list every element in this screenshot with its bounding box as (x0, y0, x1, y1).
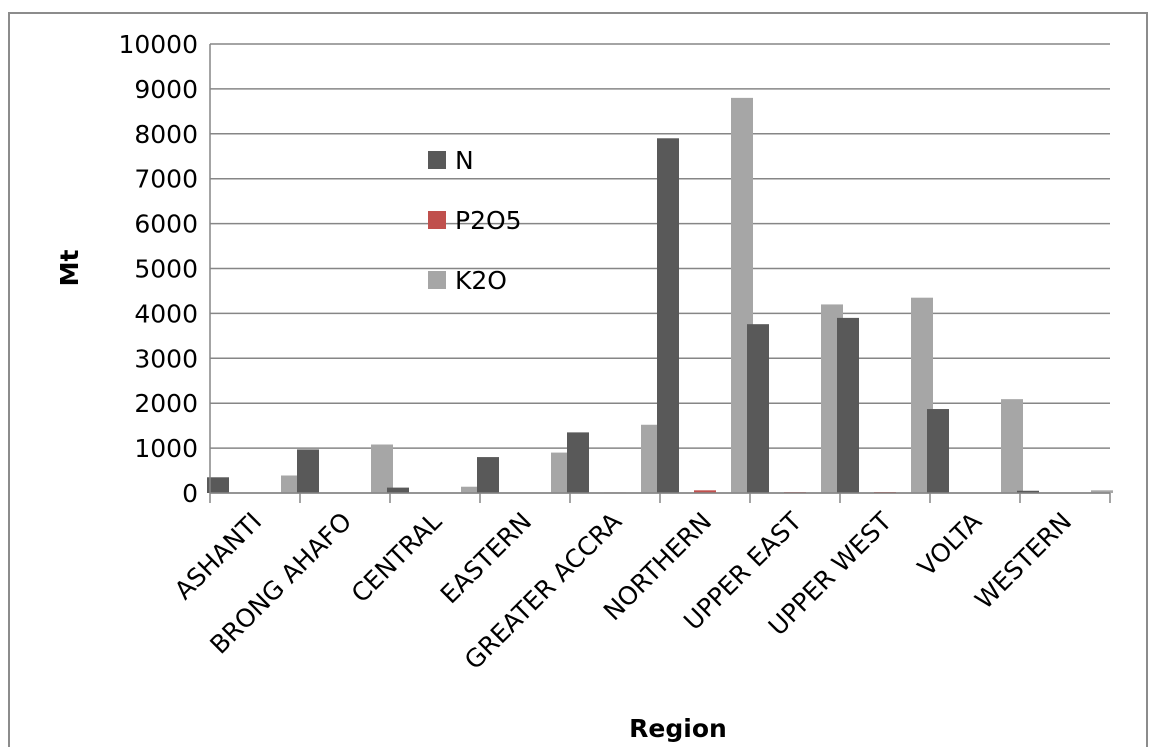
y-tick-label: 3000 (134, 344, 198, 373)
x-tick-label: VOLTA (912, 507, 987, 582)
y-tick-label: 10000 (118, 30, 198, 59)
y-tick-label: 2000 (134, 389, 198, 418)
bar-n-greater-accra (567, 432, 589, 493)
legend: N P2O5 K2O (428, 146, 522, 295)
x-tick-label: WESTERN (969, 507, 1077, 615)
y-tick-label: 4000 (134, 299, 198, 328)
bar-n-eastern (477, 457, 499, 493)
bar-n-ashanti (207, 477, 229, 493)
chart-frame (8, 12, 1148, 747)
legend-swatch-p2o5 (428, 211, 446, 229)
y-tick-label: 5000 (134, 255, 198, 284)
y-tick-label: 8000 (134, 120, 198, 149)
legend-label: N (455, 146, 474, 175)
y-tick-label: 7000 (134, 165, 198, 194)
bar-n-northern (657, 138, 679, 494)
y-tick-label: 9000 (134, 75, 198, 104)
bar-n-central (387, 487, 409, 493)
bar-n-western (1017, 490, 1039, 493)
y-tick-label: 6000 (134, 210, 198, 239)
bar-k2o-brong-ahafo (371, 444, 393, 493)
bar-k2o-central (461, 486, 483, 493)
axes (209, 44, 1111, 503)
x-tick-label: GREATER ACCRA (459, 507, 627, 675)
y-tick-labels: 0 1000 2000 3000 4000 5000 6000 7000 8000 9000 100… (118, 30, 198, 508)
x-tick-label: CENTRAL (346, 507, 448, 609)
x-axis-title: Region (629, 714, 727, 743)
bar-k2o-western (1091, 490, 1113, 493)
legend-swatch-k2o (428, 271, 446, 289)
bar-n-upper-west (837, 317, 859, 493)
bars (207, 97, 1113, 494)
legend-label: K2O (455, 266, 507, 295)
y-tick-label: 1000 (134, 434, 198, 463)
bar-k2o-volta (1001, 399, 1023, 493)
legend-label: P2O5 (455, 206, 522, 235)
y-tick-label: 0 (182, 479, 198, 508)
bar-n-brong-ahafo (297, 449, 319, 493)
bar-n-volta (927, 409, 949, 493)
y-axis-title: Mt (55, 250, 84, 287)
bar-p2o5-northern (694, 490, 716, 493)
legend-swatch-n (428, 151, 446, 169)
bar-n-upper-east (747, 324, 769, 493)
